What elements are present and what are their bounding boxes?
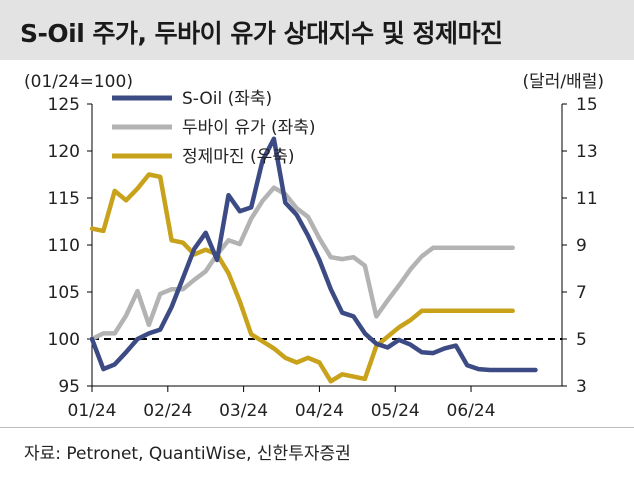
right-tick-label: 3 bbox=[576, 377, 587, 397]
x-tick-label: 05/24 bbox=[371, 401, 420, 421]
right-tick-label: 11 bbox=[576, 189, 598, 209]
right-tick-label: 9 bbox=[576, 236, 587, 256]
legend-label-2: 정제마진 (우축) bbox=[182, 147, 295, 167]
title-bar: S-Oil 주가, 두바이 유가 상대지수 및 정제마진 bbox=[0, 0, 634, 60]
series-line-0 bbox=[89, 136, 538, 373]
source-note: 자료: Petronet, QuantiWise, 신한투자증권 bbox=[24, 444, 351, 464]
left-tick-label: 125 bbox=[48, 95, 80, 115]
x-tick-label: 01/24 bbox=[68, 401, 117, 421]
legend-label-1: 두바이 유가 (좌축) bbox=[182, 118, 316, 138]
left-tick-label: 115 bbox=[48, 189, 80, 209]
x-tick-label: 06/24 bbox=[447, 401, 496, 421]
left-tick-label: 110 bbox=[48, 236, 80, 256]
chart-area: 95 100 105 110 115 120 125 3 5 7 9 11 13 15 01/24 02/24… bbox=[24, 72, 604, 421]
legend-label-0: S-Oil (좌축) bbox=[182, 89, 272, 109]
footer-divider bbox=[0, 427, 634, 428]
right-tick-label: 13 bbox=[576, 142, 598, 162]
x-tick-label: 04/24 bbox=[295, 401, 344, 421]
left-tick-label: 100 bbox=[48, 330, 80, 350]
left-tick-label: 95 bbox=[58, 377, 80, 397]
left-tick-label: 120 bbox=[48, 142, 80, 162]
series-line-2 bbox=[89, 172, 515, 384]
left-axis-label: (01/24=100) bbox=[24, 72, 133, 92]
chart-title: S-Oil 주가, 두바이 유가 상대지수 및 정제마진 bbox=[20, 19, 503, 48]
x-tick-label: 02/24 bbox=[143, 401, 192, 421]
x-tick-label: 03/24 bbox=[219, 401, 268, 421]
right-tick-label: 5 bbox=[576, 330, 587, 350]
right-tick-label: 7 bbox=[576, 283, 587, 303]
series-line-1 bbox=[89, 185, 515, 342]
right-tick-label: 15 bbox=[576, 95, 598, 115]
left-tick-label: 105 bbox=[48, 283, 80, 303]
right-axis-label: (달러/배럴) bbox=[522, 72, 604, 92]
